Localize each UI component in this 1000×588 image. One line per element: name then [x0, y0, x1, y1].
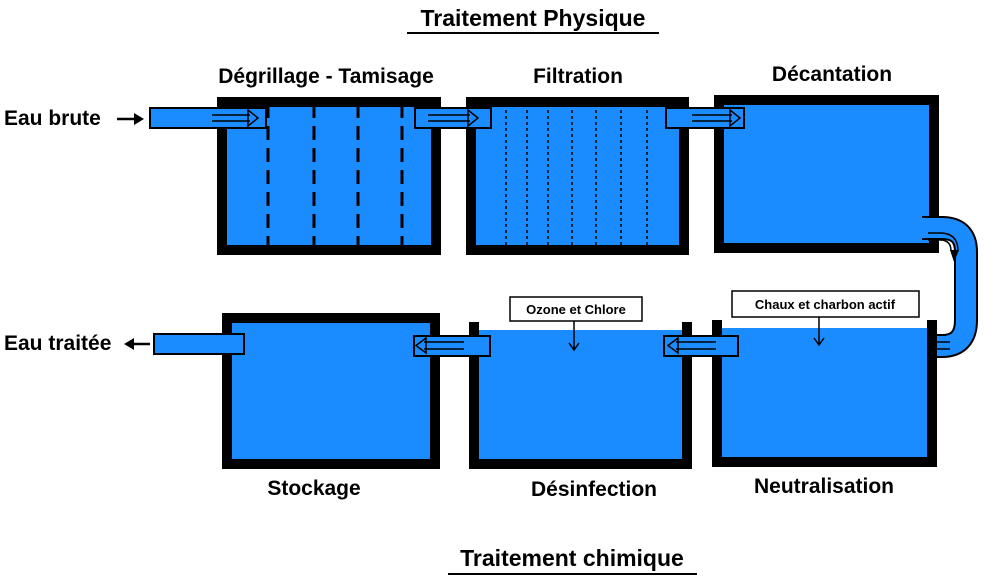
pipe-neutralisation-desinfection — [663, 335, 739, 357]
additive-arrow-icon — [568, 321, 580, 352]
additive-chaux-charbon: Chaux et charbon actif — [755, 297, 896, 312]
input-arrow-icon — [117, 113, 144, 125]
pipe-filtration-decantation — [665, 107, 745, 129]
tank-filtration — [466, 97, 689, 255]
label-eau-brute: Eau brute — [4, 107, 101, 130]
tank-decantation — [714, 95, 939, 253]
pipe-desinfection-stockage — [413, 335, 491, 357]
label-neutralisation: Neutralisation — [754, 475, 894, 498]
additive-box-neutralisation: Chaux et charbon actif — [731, 290, 920, 347]
tank-neutralisation — [712, 320, 937, 467]
additive-ozone-chlore: Ozone et Chlore — [526, 302, 626, 317]
additive-arrow-icon — [813, 317, 825, 347]
label-stockage: Stockage — [267, 477, 360, 500]
label-desinfection: Désinfection — [531, 478, 657, 501]
tank-desinfection — [469, 322, 692, 469]
label-degrillage: Dégrillage - Tamisage — [218, 65, 434, 88]
pipe-degrillage-filtration — [414, 107, 492, 129]
label-filtration: Filtration — [533, 65, 623, 88]
tank-stockage — [222, 313, 440, 469]
label-eau-traitee: Eau traitée — [4, 332, 111, 355]
label-decantation: Décantation — [772, 63, 892, 86]
pipe-inlet — [149, 107, 267, 129]
title-physical-treatment: Traitement Physique — [421, 5, 646, 31]
pipe-outlet — [153, 333, 245, 355]
title-chemical-treatment: Traitement chimique — [460, 545, 684, 571]
additive-box-desinfection: Ozone et Chlore — [509, 296, 643, 352]
output-arrow-icon — [124, 338, 150, 350]
